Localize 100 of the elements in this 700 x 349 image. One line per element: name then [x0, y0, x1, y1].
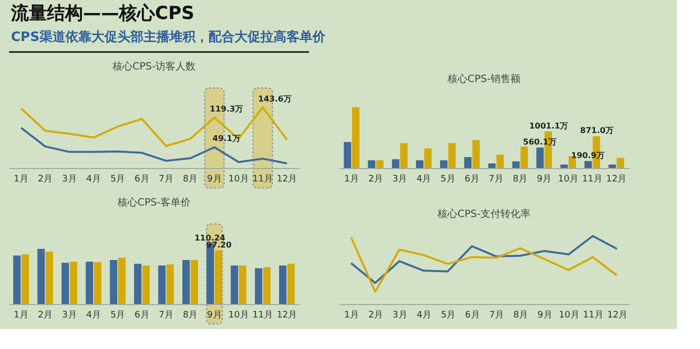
text: CPS渠道依靠大促头部主播堆积，配合大促拉高客单价 [11, 29, 326, 45]
bar [440, 160, 448, 168]
bar [70, 262, 78, 304]
x-tick-label: 12月 [606, 174, 627, 184]
x-tick-label: 3月 [62, 310, 77, 320]
bar [190, 260, 198, 304]
bar [182, 260, 190, 304]
bar [62, 262, 69, 304]
x-tick-label: 10月 [228, 310, 249, 320]
bar [142, 265, 150, 304]
bar [94, 262, 102, 304]
x-tick-label: 5月 [440, 174, 456, 184]
x-tick-label: 7月 [488, 174, 504, 184]
x-tick-label: 3月 [392, 310, 408, 320]
x-tick-label: 3月 [62, 174, 77, 184]
bar [287, 264, 295, 304]
bar [230, 265, 238, 304]
x-tick-label: 5月 [110, 174, 126, 184]
x-tick-label: 3月 [392, 174, 408, 184]
x-tick-label: 12月 [607, 310, 628, 320]
bar [448, 143, 456, 168]
x-tick-label: 5月 [440, 310, 456, 320]
x-tick-label: 1月 [14, 174, 28, 184]
x-tick-label: 11月 [583, 310, 604, 320]
x-tick-label: 8月 [513, 310, 528, 320]
bar [584, 161, 592, 168]
bar [21, 254, 29, 304]
x-tick-label: 9月 [207, 310, 222, 320]
x-tick-label: 1月 [344, 174, 359, 184]
bar [344, 142, 352, 168]
x-tick-label: 10月 [228, 174, 249, 184]
x-tick-label: 1月 [14, 310, 28, 320]
x-tick-label: 8月 [182, 310, 198, 320]
bar [392, 159, 400, 168]
x-tick-label: 5月 [110, 310, 126, 320]
x-tick-label: 1月 [344, 310, 359, 320]
x-tick-label: 10月 [558, 174, 578, 184]
bar [520, 146, 528, 168]
x-tick-label: 9月 [536, 174, 552, 184]
chart-title: 核心CPS-客单价 [116, 196, 190, 208]
x-tick-label: 7月 [158, 310, 174, 320]
x-tick-label: 6月 [134, 174, 150, 184]
bar [13, 256, 21, 304]
x-tick-label: 7月 [489, 310, 504, 320]
bar [263, 267, 271, 304]
bar [536, 148, 544, 168]
x-tick-label: 2月 [368, 174, 384, 184]
bar [134, 264, 142, 304]
text: 流量结构——核心CPS [10, 3, 194, 24]
bar [110, 260, 118, 304]
data-label: 49.1万 [212, 134, 240, 144]
bar [254, 268, 262, 304]
bar [496, 154, 504, 168]
chart-title: 核心CPS-销售额 [446, 73, 520, 85]
x-tick-label: 4月 [416, 310, 432, 320]
bar [118, 258, 126, 304]
chart-title: 核心CPS-访客人数 [112, 60, 196, 72]
bar [488, 163, 496, 168]
x-tick-label: 2月 [368, 310, 384, 320]
x-tick-label: 10月 [558, 310, 580, 320]
bar [608, 164, 616, 168]
x-tick-label: 9月 [207, 174, 222, 184]
x-tick-label: 6月 [134, 310, 150, 320]
bar [416, 160, 424, 168]
bar [464, 157, 472, 168]
data-label: 1001.1万 [529, 121, 568, 130]
x-tick-label: 8月 [512, 174, 528, 184]
bar [376, 160, 384, 168]
x-tick-label: 8月 [182, 174, 198, 184]
x-tick-label: 7月 [158, 174, 174, 184]
bar [158, 265, 166, 304]
bar [46, 252, 54, 304]
data-label: 119.3万 [210, 104, 244, 114]
data-label: 97.20 [206, 240, 232, 250]
x-tick-label: 2月 [38, 310, 53, 320]
bar [472, 140, 480, 168]
x-tick-label: 2月 [38, 174, 53, 184]
x-tick-label: 12月 [276, 174, 298, 184]
bar [616, 158, 624, 168]
bar [512, 161, 520, 168]
x-tick-label: 6月 [465, 310, 480, 320]
data-label: 143.6万 [258, 94, 292, 104]
x-tick-label: 11月 [582, 174, 603, 184]
bar [166, 264, 174, 304]
bar [214, 250, 222, 304]
x-tick-label: 4月 [416, 174, 432, 184]
x-tick-label: 4月 [86, 310, 101, 320]
data-label: 110.24 [194, 233, 226, 242]
x-tick-label: 4月 [86, 174, 101, 184]
x-tick-label: 6月 [464, 174, 480, 184]
bar [37, 248, 45, 304]
data-label: 871.0万 [580, 126, 614, 136]
bar [424, 148, 432, 168]
bar [279, 265, 286, 304]
bar [352, 107, 360, 168]
chart-title: 核心CPS-支付转化率 [436, 208, 530, 220]
x-tick-label: 11月 [252, 174, 273, 184]
bar [400, 143, 408, 168]
bar [86, 262, 94, 304]
bar [560, 164, 568, 168]
